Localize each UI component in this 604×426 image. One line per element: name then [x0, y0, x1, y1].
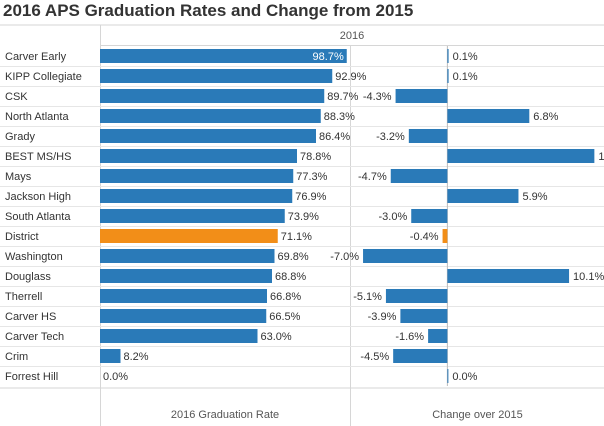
- grad-rate-label: 89.7%: [327, 91, 358, 103]
- change-label: -1.6%: [395, 331, 424, 343]
- change-label: 5.9%: [522, 191, 547, 203]
- change-label: 0.1%: [453, 51, 478, 63]
- change-bar: [393, 349, 448, 363]
- category-label: District: [5, 231, 39, 243]
- change-label: 6.8%: [533, 111, 558, 123]
- change-label: -4.7%: [358, 171, 387, 183]
- category-label: Grady: [5, 131, 35, 143]
- category-label: Forrest Hill: [5, 371, 58, 383]
- category-label: CSK: [5, 91, 28, 103]
- grad-rate-label: 66.5%: [269, 311, 300, 323]
- change-bar: [447, 69, 449, 83]
- change-bar: [442, 229, 448, 243]
- grad-rate-label: 86.4%: [319, 131, 350, 143]
- change-label: 10.1%: [573, 271, 604, 283]
- category-label: BEST MS/HS: [5, 151, 71, 163]
- grad-rate-bar: [100, 169, 294, 183]
- category-label: KIPP Collegiate: [5, 71, 82, 83]
- change-label: -3.0%: [378, 211, 407, 223]
- category-label: Therrell: [5, 291, 42, 303]
- change-label: -4.3%: [363, 91, 392, 103]
- grad-rate-label: 73.9%: [288, 211, 319, 223]
- category-label: Carver HS: [5, 311, 56, 323]
- grad-rate-bar: [100, 189, 293, 203]
- grad-rate-label: 78.8%: [300, 151, 331, 163]
- change-bar: [447, 149, 595, 163]
- grad-rate-bar: [100, 69, 333, 83]
- category-label: Washington: [5, 251, 63, 263]
- change-label: -7.0%: [330, 251, 359, 263]
- change-bar: [447, 109, 530, 123]
- grad-rate-bar: [100, 129, 316, 143]
- change-bar: [447, 369, 449, 383]
- category-label: Carver Tech: [5, 331, 64, 343]
- grad-rate-bar: [100, 329, 258, 343]
- grad-rate-label: 8.2%: [124, 351, 149, 363]
- change-label: -4.5%: [360, 351, 389, 363]
- category-label: North Atlanta: [5, 111, 69, 123]
- grad-rate-label: 0.0%: [103, 371, 128, 383]
- x-axis-title-change: Change over 2015: [432, 409, 523, 421]
- grad-rate-label: 88.3%: [324, 111, 355, 123]
- change-label: 0.0%: [452, 371, 477, 383]
- change-bar: [428, 329, 448, 343]
- chart-title: 2016 APS Graduation Rates and Change fro…: [3, 1, 414, 20]
- category-label: Crim: [5, 351, 28, 363]
- grad-rate-bar: [100, 249, 275, 263]
- change-label: 0.1%: [453, 71, 478, 83]
- change-label: -3.2%: [376, 131, 405, 143]
- change-label: -3.9%: [368, 311, 397, 323]
- change-bar: [363, 249, 448, 263]
- grad-rate-bar: [100, 349, 121, 363]
- grad-rate-label: 66.8%: [270, 291, 301, 303]
- change-bar: [447, 269, 570, 283]
- grad-rate-label: 77.3%: [296, 171, 327, 183]
- change-bar: [395, 89, 448, 103]
- change-label: -5.1%: [353, 291, 382, 303]
- change-label: -0.4%: [410, 231, 439, 243]
- grad-rate-label: 63.0%: [261, 331, 292, 343]
- change-bar: [400, 309, 448, 323]
- column-header: 2016: [340, 30, 364, 42]
- category-label: South Atlanta: [5, 211, 71, 223]
- grad-rate-label: 69.8%: [278, 251, 309, 263]
- grad-rate-label: 98.7%: [313, 51, 344, 63]
- grad-rate-label: 68.8%: [275, 271, 306, 283]
- grad-rate-bar: [100, 309, 267, 323]
- category-label: Carver Early: [5, 51, 67, 63]
- change-label: 12.2%: [598, 151, 604, 163]
- x-axis-title-grad-rate: 2016 Graduation Rate: [171, 409, 279, 421]
- change-bar: [447, 189, 519, 203]
- category-label: Jackson High: [5, 191, 71, 203]
- grad-rate-label: 71.1%: [281, 231, 312, 243]
- grad-rate-bar: [100, 269, 272, 283]
- change-bar: [447, 49, 449, 63]
- grad-rate-bar: [100, 209, 285, 223]
- change-bar: [390, 169, 448, 183]
- grad-rate-bar: [100, 109, 321, 123]
- grad-rate-bar: [100, 229, 278, 243]
- grad-rate-bar: [100, 49, 347, 63]
- grad-rate-bar: [100, 149, 297, 163]
- grad-rate-label: 76.9%: [295, 191, 326, 203]
- category-label: Douglass: [5, 271, 51, 283]
- grad-rate-bar: [100, 289, 267, 303]
- grad-rate-label: 92.9%: [335, 71, 366, 83]
- change-bar: [385, 289, 448, 303]
- category-label: Mays: [5, 171, 32, 183]
- change-bar: [411, 209, 448, 223]
- change-bar: [408, 129, 448, 143]
- grad-rate-bar: [100, 89, 325, 103]
